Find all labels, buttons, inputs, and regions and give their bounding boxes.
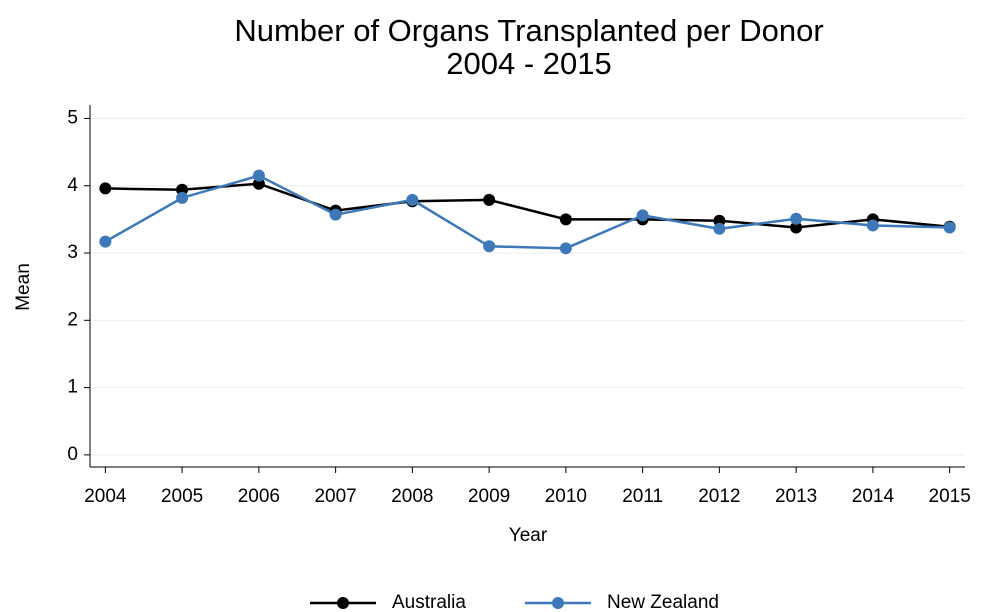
data-point (483, 240, 496, 253)
y-axis-label: Mean (13, 263, 34, 311)
data-point (329, 208, 342, 221)
x-tick-label: 2012 (698, 486, 740, 507)
x-tick-label: 2007 (314, 486, 356, 507)
data-point (943, 221, 956, 234)
series-line (105, 182, 950, 229)
legend-label: Australia (392, 592, 466, 612)
chart-title: 2004 - 2015 (446, 46, 611, 81)
data-point (790, 212, 803, 225)
data-point (790, 221, 803, 234)
data-point (866, 219, 879, 232)
y-tick-label: 0 (67, 444, 78, 465)
x-tick-label: 2008 (391, 486, 433, 507)
x-tick-label: 2014 (852, 486, 895, 507)
x-tick-label: 2005 (161, 486, 203, 507)
x-tick-label: 2010 (545, 486, 587, 507)
legend-label: New Zealand (607, 592, 719, 612)
series-line (104, 174, 950, 250)
y-tick-label: 5 (67, 107, 78, 128)
y-tick-label: 3 (67, 242, 78, 263)
x-tick-label: 2011 (622, 486, 663, 507)
x-tick-label: 2006 (238, 486, 280, 507)
data-point (559, 213, 572, 226)
data-point (99, 235, 112, 248)
y-tick-label: 1 (67, 377, 78, 398)
x-tick-label: 2015 (929, 486, 971, 507)
legend-marker (552, 597, 564, 609)
x-tick-label: 2009 (468, 486, 510, 507)
data-point (99, 182, 112, 195)
data-point (406, 193, 419, 206)
x-axis-label: Year (509, 525, 548, 546)
data-point (176, 191, 189, 204)
data-point (483, 193, 496, 206)
legend-marker (337, 597, 349, 609)
data-point (559, 242, 572, 255)
x-tick-label: 2004 (84, 486, 127, 507)
y-tick-label: 4 (67, 175, 78, 196)
data-point (713, 222, 726, 235)
y-tick-label: 2 (67, 309, 78, 330)
data-point (252, 169, 265, 182)
data-point (636, 209, 649, 222)
chart-title: Number of Organs Transplanted per Donor (234, 13, 823, 48)
x-tick-label: 2013 (775, 486, 817, 507)
